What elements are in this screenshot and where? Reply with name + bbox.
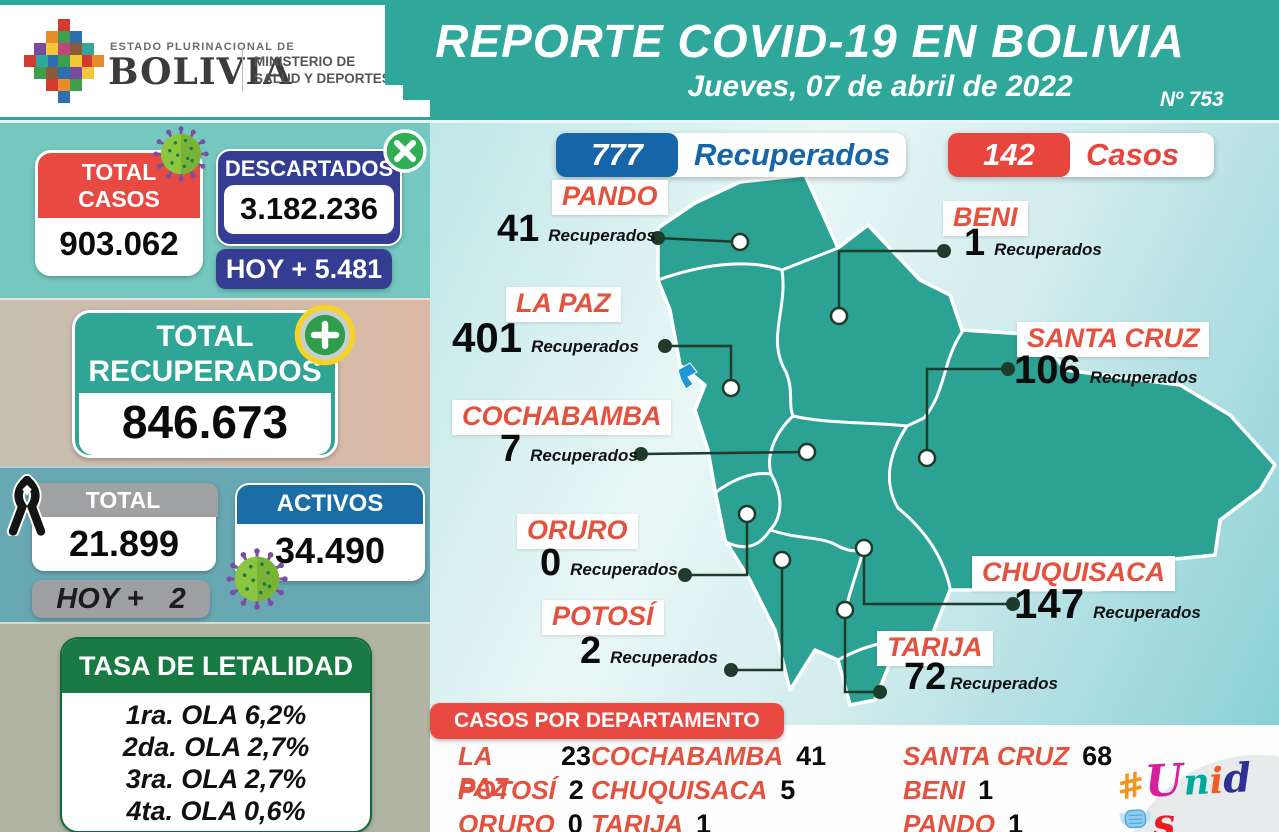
dept-name-chuquisaca: CHUQUISACA bbox=[972, 556, 1176, 591]
decesos-hoy-badge: HOY +2 bbox=[32, 580, 210, 618]
table-cell: TARIJA 1 bbox=[591, 809, 711, 832]
table-cell: POTOSÍ 2 bbox=[458, 775, 584, 805]
dept-value-pando: 41 Recuperados bbox=[497, 208, 656, 250]
table-cell: SANTA CRUZ 68 bbox=[903, 741, 1113, 771]
hashtag-glyph: # bbox=[1112, 763, 1150, 810]
lake-titicaca bbox=[677, 362, 698, 390]
virus-icon bbox=[153, 126, 209, 182]
table-cell: ORURO 0 bbox=[458, 809, 583, 832]
tasa-row-3: 3ra. OLA 2,7% bbox=[125, 764, 307, 794]
dept-value-beni: 1 Recuperados bbox=[964, 222, 1102, 264]
casos-total: 142 bbox=[948, 133, 1070, 177]
tasa-row-2: 2da. OLA 2,7% bbox=[122, 732, 310, 762]
total-recuperados-label: TOTAL RECUPERADOS bbox=[88, 320, 322, 388]
recuperados-banner: 777 Recuperados bbox=[556, 133, 906, 177]
total-decesos-label: TOTAL DECESOS bbox=[28, 483, 218, 517]
descartados-label: DESCARTADOS bbox=[224, 156, 394, 181]
label-end-dots bbox=[634, 231, 1020, 699]
tasa-row-4: 4ta. OLA 0,6% bbox=[126, 796, 306, 826]
tasa-letalidad-title: TASA DE LETALIDAD bbox=[62, 639, 370, 693]
total-recuperados-card: TOTAL RECUPERADOS 846.673 bbox=[72, 310, 338, 458]
ministry-logo-box: ESTADO PLURINACIONAL DE BOLIVIA MINISTER… bbox=[0, 5, 430, 117]
table-cell: COCHABAMBA 41 bbox=[591, 741, 827, 771]
logo-bolivia-wordmark: BOLIVIA bbox=[108, 51, 293, 93]
unidos-contra-el-covid-logo: #Unid s ContraElCovid bbox=[1112, 754, 1279, 832]
report-date: Jueves, 07 de abril de 2022 bbox=[687, 70, 1073, 103]
table-cell: BENI 1 bbox=[903, 775, 994, 805]
casos-banner-label: Casos bbox=[1086, 137, 1180, 172]
plus-circle-icon bbox=[294, 304, 356, 366]
casos-por-departamento-title: CASOS POR DEPARTAMENTO bbox=[430, 703, 784, 739]
table-cell: LA PAZ 23 bbox=[458, 741, 591, 802]
total-casos-value: 903.062 bbox=[59, 225, 179, 262]
total-recuperados-value: 846.673 bbox=[79, 393, 331, 455]
table-cell: PANDO 1 bbox=[903, 809, 1023, 832]
dept-name-pando: PANDO bbox=[552, 180, 668, 215]
activos-value: 34.490 bbox=[274, 530, 386, 571]
dept-name-beni: BENI bbox=[943, 201, 1028, 236]
casos-banner: 142 Casos bbox=[948, 133, 1214, 177]
logo-estado-text: ESTADO PLURINACIONAL DE bbox=[110, 41, 295, 53]
dept-name-potosi: POTOSÍ bbox=[542, 600, 664, 635]
recuperados-total: 777 bbox=[556, 133, 678, 177]
dept-value-oruro: 0 Recuperados bbox=[540, 542, 678, 584]
logo-divider bbox=[242, 49, 243, 91]
page-title: REPORTE COVID-19 EN BOLIVIA bbox=[435, 15, 1185, 67]
dept-value-cochabamba: 7 Recuperados bbox=[500, 428, 638, 470]
total-casos-card: TOTAL CASOS 903.062 bbox=[35, 150, 203, 276]
recuperados-banner-label: Recuperados bbox=[694, 137, 891, 172]
tasa-row-1: 1ra. OLA 6,2% bbox=[125, 700, 307, 730]
map-marker-dots bbox=[721, 232, 937, 620]
logo-ministry-text: MINISTERIO DE SALUD Y DEPORTES bbox=[254, 54, 391, 86]
virus-icon-2 bbox=[226, 548, 288, 610]
dept-value-santacruz: 106 Recuperados bbox=[1014, 348, 1198, 392]
report-number: Nº 753 bbox=[1160, 88, 1224, 111]
dept-name-oruro: ORURO bbox=[517, 514, 638, 549]
dept-value-chuquisaca: 147 Recuperados bbox=[1014, 580, 1201, 627]
descartados-card: DESCARTADOS 3.182.236 bbox=[216, 149, 402, 246]
descartados-value: 3.182.236 bbox=[224, 185, 394, 234]
map-connectors bbox=[640, 236, 1013, 694]
casos-table: LA PAZ 23 COCHABAMBA 41 SANTA CRUZ 68 POTOS… bbox=[458, 741, 1158, 832]
tasa-letalidad-card: TASA DE LETALIDAD 1ra. OLA 6,2% 2da. OLA… bbox=[60, 637, 372, 832]
dept-name-santacruz: SANTA CRUZ bbox=[1017, 322, 1210, 357]
table-cell: CHUQUISACA 5 bbox=[591, 775, 796, 805]
mourning-ribbon-icon bbox=[6, 474, 48, 536]
chakana-logo-icon bbox=[24, 19, 104, 103]
activos-label: ACTIVOS bbox=[237, 485, 423, 524]
total-decesos-value: 21.899 bbox=[32, 517, 216, 571]
dept-name-tarija: TARIJA bbox=[877, 631, 993, 666]
department-borders bbox=[656, 246, 964, 662]
dept-value-tarija: 72 Recuperados bbox=[904, 656, 1058, 698]
dept-value-lapaz: 401 Recuperados bbox=[452, 314, 639, 361]
dept-name-cochabamba: COCHABAMBA bbox=[452, 400, 672, 435]
dept-value-potosi: 2 Recuperados bbox=[580, 630, 718, 672]
check-x-icon bbox=[383, 129, 427, 173]
descartados-hoy-badge: HOY + 5.481 bbox=[216, 249, 392, 289]
dept-name-lapaz: LA PAZ bbox=[506, 287, 621, 322]
face-mask-icon bbox=[1119, 809, 1151, 829]
